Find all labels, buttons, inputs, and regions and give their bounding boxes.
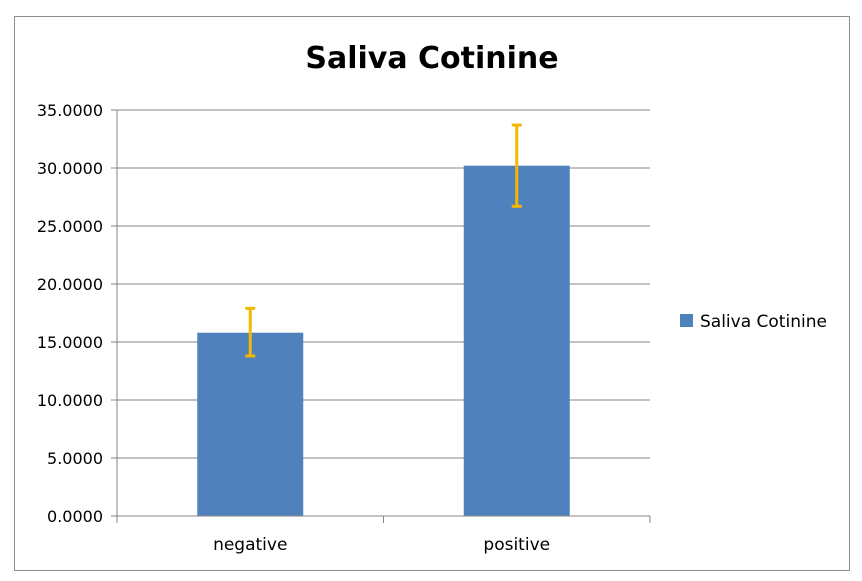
y-tick-label: 0.0000 — [47, 507, 103, 526]
y-tick-label: 20.0000 — [37, 275, 103, 294]
chart-title: Saliva Cotinine — [305, 41, 558, 76]
bars — [197, 165, 570, 516]
y-tick-label: 35.0000 — [37, 101, 103, 120]
x-category-label: positive — [483, 535, 550, 555]
x-category-label: negative — [213, 535, 287, 555]
legend: Saliva Cotinine — [680, 312, 827, 332]
y-axis-ticks: 0.0000 5.0000 10.0000 15.0000 20.0000 25.0000… — [37, 101, 103, 526]
bar-negative — [197, 332, 304, 516]
y-tick-label: 25.0000 — [37, 217, 103, 236]
y-tick-label: 15.0000 — [37, 333, 103, 352]
legend-swatch — [680, 314, 693, 327]
y-tick-label: 10.0000 — [37, 391, 103, 410]
y-tick-label: 30.0000 — [37, 159, 103, 178]
legend-label: Saliva Cotinine — [700, 312, 827, 332]
chart-frame — [14, 16, 850, 571]
error-bars — [245, 123, 522, 358]
bar-positive — [463, 165, 570, 516]
y-tick-label: 5.0000 — [47, 449, 103, 468]
x-axis: negative positive — [116, 110, 651, 555]
